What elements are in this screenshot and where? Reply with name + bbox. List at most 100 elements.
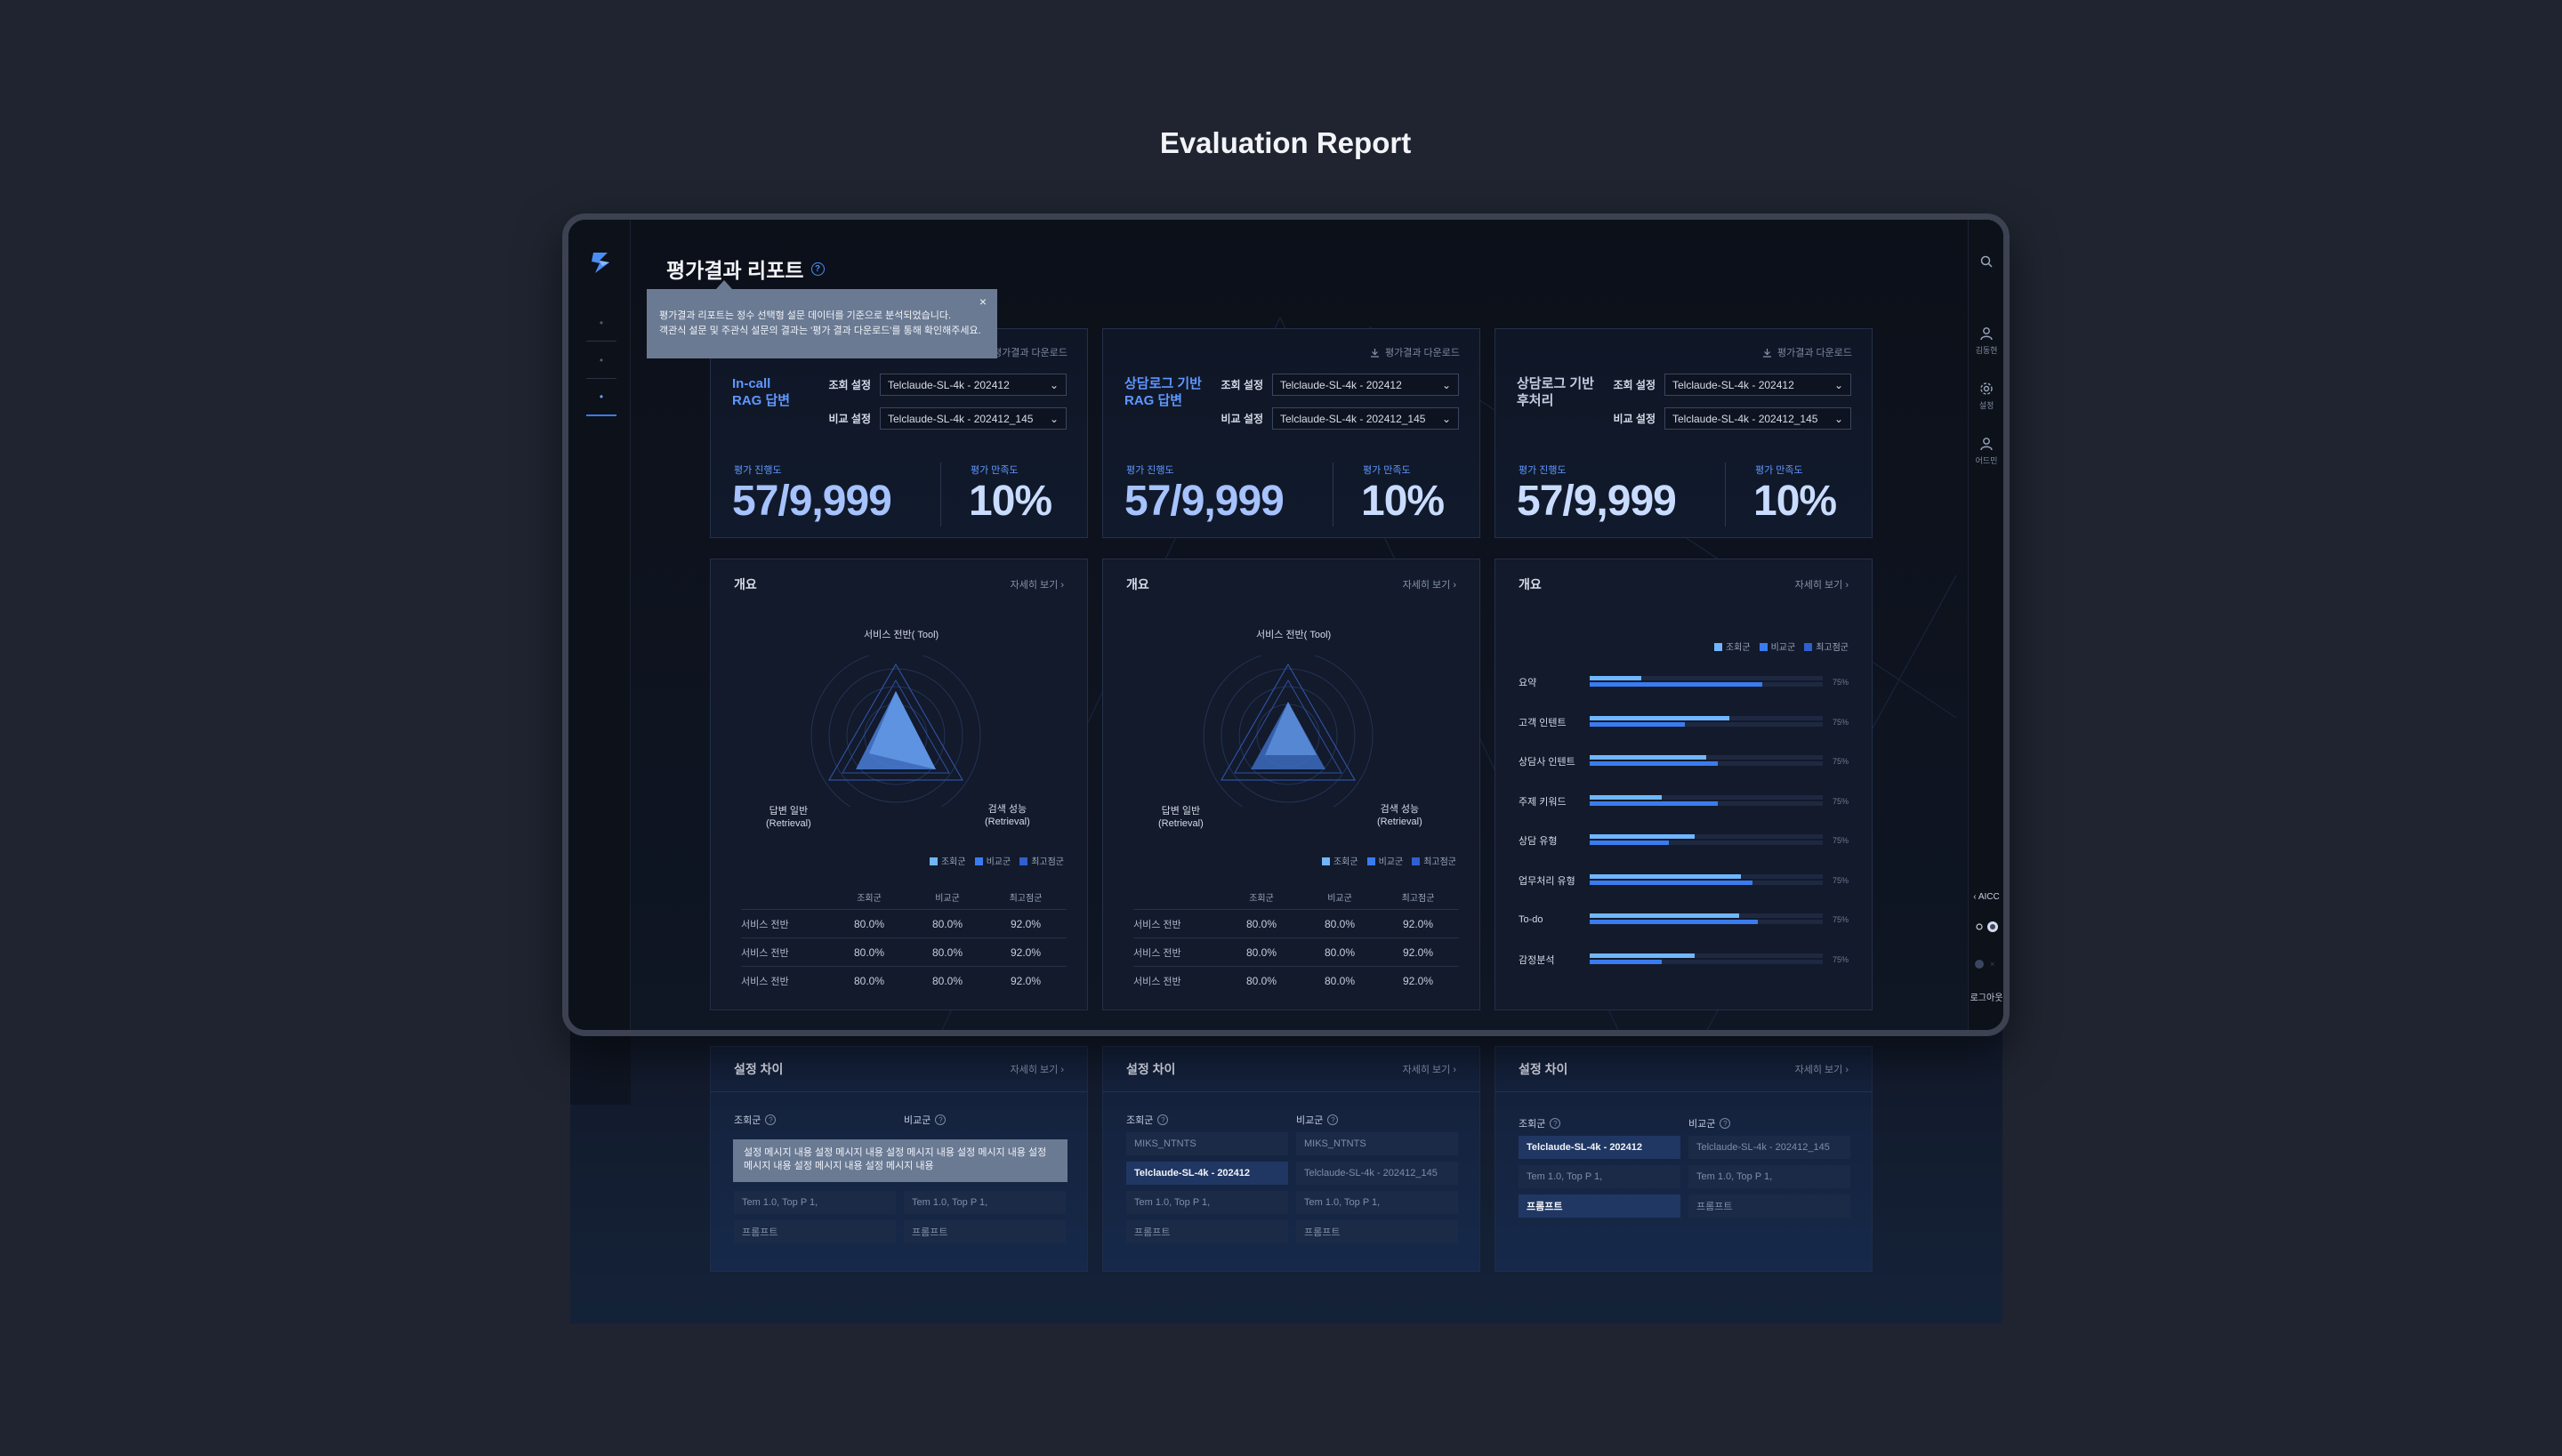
bar-row: To-do 75%	[1519, 911, 1849, 929]
help-icon[interactable]: ?	[810, 261, 825, 276]
more-link[interactable]: 자세히 보기 ›	[1010, 580, 1064, 591]
help-icon[interactable]: ?	[765, 1114, 777, 1125]
logout-button[interactable]: 로그아웃	[1970, 993, 2003, 1003]
bar-row: 감정분석 75%	[1519, 951, 1849, 969]
progress-label: 평가 진행도	[734, 465, 782, 476]
satisfaction-value: 10%	[969, 478, 1052, 525]
col-label: 비교군	[904, 1115, 931, 1126]
help-icon[interactable]: ?	[1550, 1118, 1561, 1129]
help-icon[interactable]: ?	[1157, 1114, 1169, 1125]
query-col: 조회군? Tem 1.0, Top P 1, 프롬프트	[734, 1113, 896, 1250]
settings-tooltip: 설정 메시지 내용 설정 메시지 내용 설정 메시지 내용 설정 메시지 내용 …	[733, 1139, 1068, 1182]
compare-col: 비교군? Tem 1.0, Top P 1, 프롬프트	[904, 1113, 1066, 1250]
satisfaction-value: 10%	[1753, 478, 1837, 525]
settings-diff-card-3: 설정 차이 자세히 보기 › 조회군? Telclaude-SL-4k - 20…	[1494, 1046, 1873, 1272]
legend: 조회군 비교군 최고점군	[1713, 640, 1849, 653]
aicc-toggle[interactable]: ‹ AICC	[1973, 892, 2000, 902]
right-sidebar: 김동현 설정 어드민 ‹ AICC × 로그아웃	[1968, 220, 2003, 1030]
more-link[interactable]: 자세히 보기 ›	[1402, 580, 1456, 591]
radar-axis-label: 서비스 전반( Tool)	[1256, 630, 1332, 640]
eval-summary-card-2: 평가결과 다운로드 상담로그 기반 RAG 답변 조회 설정 Telclaude-…	[1102, 328, 1480, 538]
bar-series-a	[1590, 755, 1706, 760]
chevron-down-icon: ⌄	[1049, 378, 1059, 391]
query-select-row: 조회 설정 Telclaude-SL-4k - 202412 ⌄	[826, 374, 1067, 396]
app-screen: • • • 김동현 설정 어드민 ‹ AICC	[568, 220, 2003, 1030]
help-icon[interactable]: ?	[1327, 1114, 1339, 1125]
query-select[interactable]: Telclaude-SL-4k - 202412 ⌄	[1664, 374, 1851, 396]
gear-icon	[1980, 382, 1993, 395]
admin-icon	[1980, 438, 1993, 451]
bar-series-b	[1590, 841, 1670, 845]
compare-select-row: 비교 설정 Telclaude-SL-4k - 202412_145 ⌄	[1611, 407, 1851, 430]
bar-percent: 75%	[1832, 875, 1849, 885]
setting-cell: Telclaude-SL-4k - 202412	[1126, 1162, 1288, 1185]
theme-toggle[interactable]	[1969, 921, 2003, 937]
download-button[interactable]: 평가결과 다운로드	[1370, 345, 1460, 359]
bar-row: 상담사 인텐트 75%	[1519, 752, 1849, 770]
progress-label: 평가 진행도	[1126, 465, 1174, 476]
setting-cell: MIKS_NTNTS	[1126, 1132, 1288, 1155]
query-col: 조회군? MIKS_NTNTS Telclaude-SL-4k - 202412…	[1126, 1113, 1288, 1250]
bar-series-b	[1590, 880, 1753, 885]
user-icon	[1980, 327, 1993, 341]
status-toggle[interactable]: ×	[1969, 958, 2003, 974]
radar-chart	[810, 656, 981, 807]
bar-series-a	[1590, 953, 1695, 958]
radar-chart	[1203, 656, 1374, 807]
radar-axis-label: 답변 일반 (Retrieval)	[1158, 806, 1204, 829]
query-select[interactable]: Telclaude-SL-4k - 202412 ⌄	[880, 374, 1067, 396]
radar-axis-label: 답변 일반 (Retrieval)	[766, 806, 811, 829]
query-select[interactable]: Telclaude-SL-4k - 202412 ⌄	[1272, 374, 1459, 396]
admin-nav[interactable]: 어드민	[1969, 437, 2003, 466]
setting-cell: Tem 1.0, Top P 1,	[1519, 1165, 1680, 1188]
satisfaction-label: 평가 만족도	[1755, 465, 1803, 476]
satisfaction-label: 평가 만족도	[1363, 465, 1411, 476]
satisfaction-value: 10%	[1361, 478, 1445, 525]
bar-label: 요약	[1519, 678, 1537, 688]
setting-cell: 프롬프트	[734, 1220, 896, 1243]
compare-select[interactable]: Telclaude-SL-4k - 202412_145 ⌄	[1272, 407, 1459, 430]
eval-summary-card-3: 평가결과 다운로드 상담로그 기반 후처리 조회 설정 Telclaude-SL-…	[1494, 328, 1873, 538]
bar-series-a	[1590, 913, 1739, 918]
close-icon[interactable]: ×	[979, 294, 987, 309]
legend: 조회군 비교군 최고점군	[929, 854, 1064, 867]
setting-cell: Tem 1.0, Top P 1,	[1688, 1165, 1850, 1188]
bar-series-a	[1590, 873, 1742, 879]
settings-diff-card-1: 설정 차이 자세히 보기 › 조회군? Tem 1.0, Top P 1, 프롬…	[710, 1046, 1088, 1272]
download-icon	[1370, 348, 1379, 358]
legend: 조회군 비교군 최고점군	[1321, 854, 1456, 867]
nav-item[interactable]: •	[586, 304, 616, 342]
compare-select[interactable]: Telclaude-SL-4k - 202412_145 ⌄	[880, 407, 1067, 430]
radar-axis-label: 검색 성능 (Retrieval)	[985, 804, 1030, 827]
page-title: Evaluation Report	[1159, 126, 1412, 159]
nav-item-active[interactable]: •	[586, 379, 616, 416]
radar-axis-label: 서비스 전반( Tool)	[864, 630, 939, 640]
compare-select[interactable]: Telclaude-SL-4k - 202412_145 ⌄	[1664, 407, 1851, 430]
settings-nav[interactable]: 설정	[1969, 382, 2003, 411]
score-table: 조회군 비교군 최고점군 서비스 전반 80.0% 80.0% 92.0% 서비스 전반 8…	[1133, 884, 1459, 994]
profile-nav[interactable]: 김동현	[1969, 326, 2003, 356]
bar-row: 주제 키워드 75%	[1519, 792, 1849, 810]
download-button[interactable]: 평가결과 다운로드	[1762, 345, 1852, 359]
col-label: 조회군	[734, 1115, 761, 1126]
help-icon[interactable]: ?	[1720, 1118, 1731, 1129]
overview-bar-card: 개요 자세히 보기 › 조회군 비교군 최고점군 요약 75% 고객 인텐트 75% 상…	[1494, 559, 1873, 1010]
help-icon[interactable]: ?	[935, 1114, 947, 1125]
more-link[interactable]: 자세히 보기 ›	[1794, 580, 1849, 591]
setting-cell: 프롬프트	[1126, 1220, 1288, 1243]
setting-cell: 프롬프트	[904, 1220, 1066, 1243]
more-link[interactable]: 자세히 보기 ›	[1794, 1065, 1849, 1075]
satisfaction-label: 평가 만족도	[971, 465, 1019, 476]
compare-col: 비교군? Telclaude-SL-4k - 202412_145 Tem 1.…	[1688, 1116, 1850, 1224]
bar-percent: 75%	[1832, 796, 1849, 806]
more-link[interactable]: 자세히 보기 ›	[1010, 1065, 1064, 1075]
bar-series-b	[1590, 800, 1719, 806]
logo-icon[interactable]	[590, 250, 613, 275]
setting-cell: Telclaude-SL-4k - 202412_145	[1688, 1136, 1850, 1159]
bar-track	[1590, 873, 1823, 887]
search-icon[interactable]	[1969, 255, 2003, 271]
nav-item[interactable]: •	[586, 342, 616, 379]
more-link[interactable]: 자세히 보기 ›	[1402, 1065, 1456, 1075]
bar-series-b	[1590, 959, 1663, 964]
compare-col: 비교군? MIKS_NTNTS Telclaude-SL-4k - 202412…	[1296, 1113, 1458, 1250]
